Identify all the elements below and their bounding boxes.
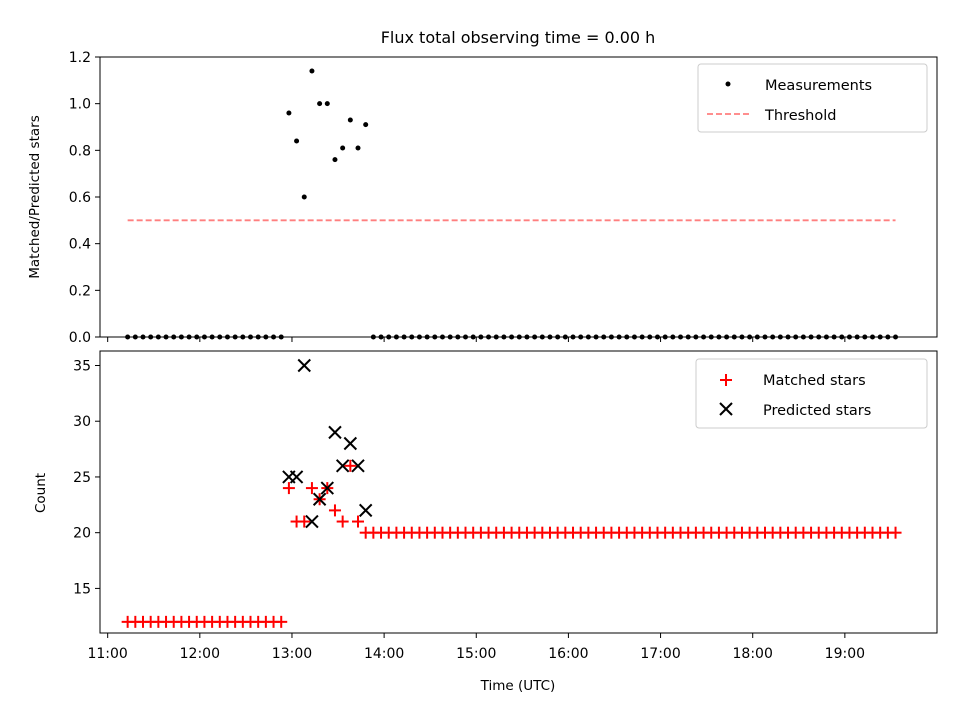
measurement-point — [347, 117, 353, 123]
top-y-tick-label: 0.6 — [69, 190, 91, 206]
top-y-tick-label: 1.2 — [69, 50, 91, 66]
matched-star-point — [275, 615, 288, 628]
x-tick-label: 15:00 — [456, 646, 496, 662]
predicted-star-point — [297, 358, 311, 373]
bottom-x-ticks: 11:00 12:00 13:00 14:00 15:00 16:00 17:00 18:00… — [87, 633, 865, 662]
x-tick-label: 12:00 — [180, 646, 220, 662]
measurement-point — [332, 157, 338, 163]
bottom-y-tick-label: 30 — [73, 414, 91, 430]
bottom-y-tick-label: 15 — [73, 581, 91, 597]
bottom-legend-box — [695, 358, 928, 429]
top-legend-box — [697, 63, 928, 133]
top-y-tick-label: 0.2 — [69, 283, 91, 299]
matched-star-point — [344, 459, 357, 472]
measurement-point — [324, 101, 330, 107]
legend-measurements-label: Measurements — [765, 78, 872, 94]
legend-threshold-label: Threshold — [764, 108, 836, 124]
predicted-star-point — [312, 492, 327, 506]
measurement-point — [355, 145, 361, 151]
predicted-star-point — [328, 425, 342, 440]
measurement-point — [340, 145, 346, 151]
bottom-y-ticks: 15 20 25 30 35 — [73, 358, 100, 597]
predicted-star-point — [289, 470, 304, 484]
measurement-point — [363, 122, 369, 128]
top-y-ticks: 0.0 0.2 0.4 0.6 0.8 1.0 1.2 — [69, 50, 100, 346]
x-tick-label: 13:00 — [272, 646, 312, 662]
matched-star-point — [282, 482, 295, 495]
legend-predicted-label: Predicted stars — [763, 403, 871, 419]
predicted-star-point — [335, 459, 350, 473]
top-y-tick-label: 0.8 — [69, 143, 91, 159]
measurement-point — [317, 101, 323, 107]
measurement-point — [309, 68, 315, 74]
legend-matched-label: Matched stars — [763, 373, 866, 389]
x-tick-label: 17:00 — [640, 646, 680, 662]
top-plot: 0.0 0.2 0.4 0.6 0.8 1.0 1.2 Matched/Predicted … — [27, 50, 938, 346]
top-legend: Measurements Threshold — [697, 63, 928, 133]
bottom-plot: 15 20 25 30 35 11:00 12:00 13:00 14:00 15:00 16:0… — [33, 350, 938, 694]
matched-star-point — [328, 504, 341, 517]
measurement-point — [294, 138, 300, 144]
legend-predicted-marker — [719, 402, 733, 416]
predicted-star-point — [351, 459, 365, 473]
top-chart-title: Flux total observing time = 0.00 h — [381, 28, 656, 47]
matched-star-point — [298, 515, 311, 528]
legend-matched-marker — [720, 374, 732, 386]
predicted-star-point — [343, 436, 358, 451]
bottom-y-tick-label: 20 — [73, 526, 91, 542]
bottom-y-tick-label: 25 — [73, 470, 91, 486]
legend-measurements-marker — [725, 81, 731, 87]
x-tick-label: 16:00 — [548, 646, 588, 662]
matched-star-point — [336, 515, 349, 528]
top-y-axis-label: Matched/Predicted stars — [27, 115, 43, 278]
bottom-legend: Matched stars Predicted stars — [695, 358, 928, 429]
matched-star-point — [352, 515, 365, 528]
measurement-point — [301, 194, 307, 200]
matched-star-point — [889, 526, 902, 539]
top-y-tick-label: 1.0 — [69, 97, 91, 113]
x-tick-label: 18:00 — [733, 646, 773, 662]
top-y-tick-label: 0.0 — [69, 330, 91, 346]
x-tick-label: 19:00 — [825, 646, 865, 662]
x-axis-label: Time (UTC) — [480, 678, 556, 694]
bottom-y-tick-label: 35 — [73, 358, 91, 374]
bottom-plot-frame — [99, 350, 938, 634]
measurement-point — [286, 110, 292, 116]
x-tick-label: 14:00 — [364, 646, 404, 662]
top-y-tick-label: 0.4 — [69, 237, 91, 253]
x-tick-label: 11:00 — [87, 646, 127, 662]
predicted-star-point — [305, 514, 319, 529]
predicted-star-point — [320, 481, 335, 495]
bottom-y-axis-label: Count — [33, 473, 49, 513]
predicted-star-point — [358, 503, 373, 518]
bottom-marks — [121, 358, 902, 628]
top-x-ticks — [107, 337, 846, 342]
matched-star-point — [305, 482, 318, 495]
